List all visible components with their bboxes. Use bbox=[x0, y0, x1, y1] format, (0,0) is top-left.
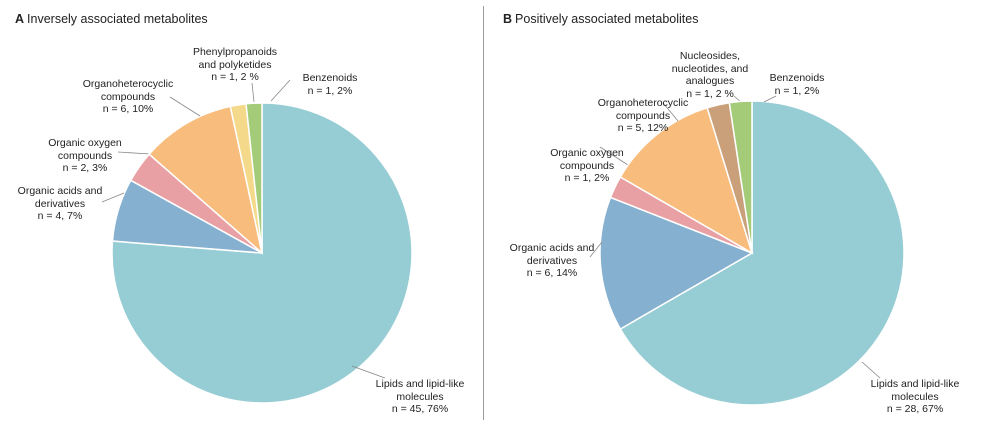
slice-label-line: compounds bbox=[615, 109, 671, 122]
leader-line bbox=[351, 365, 386, 379]
panel-a-letter: A bbox=[15, 12, 25, 26]
slice-label: Organic acids and derivatives n = 6, 14% bbox=[510, 242, 595, 280]
slice-label-line: Phenylpropanoids bbox=[192, 46, 278, 58]
pie-slice-benzenoids bbox=[245, 102, 263, 254]
slice-label-line: n = 1, 2 % bbox=[686, 87, 734, 100]
slice-label-line: n = 4, 7% bbox=[37, 210, 83, 223]
panel-divider bbox=[483, 6, 484, 420]
slice-label-line: molecules bbox=[396, 390, 444, 403]
slice-label-line: Organic oxygen bbox=[550, 147, 624, 159]
slice-label-line: Organoheterocyclic bbox=[597, 97, 689, 109]
panel-a-title: A Inversely associated metabolites bbox=[15, 12, 208, 26]
panel-b-title: B Positively associated metabolites bbox=[503, 12, 698, 26]
leader-line bbox=[763, 95, 777, 103]
slice-label-line: Organic acids and bbox=[509, 242, 595, 254]
slice-label-line: molecules bbox=[891, 390, 939, 403]
slice-label-line: Lipids and lipid-like bbox=[375, 378, 465, 390]
pie-slice-organoheterocyclic-compounds bbox=[619, 106, 754, 255]
slice-label-line: Lipids and lipid-like bbox=[870, 378, 960, 390]
leader-line bbox=[589, 241, 603, 258]
panel-b-letter: B bbox=[503, 12, 513, 26]
panel-a-title-text: Inversely associated metabolites bbox=[27, 12, 208, 26]
leader-line bbox=[662, 102, 679, 122]
slice-label: Organoheterocyclic compounds n = 6, 10% bbox=[83, 78, 173, 116]
pie-slice-lipids-and-lipid-like-molecules bbox=[111, 102, 413, 404]
leader-line bbox=[599, 146, 629, 166]
slice-label-line: compounds bbox=[559, 159, 615, 172]
slice-label: Nucleosides, nucleotides, and analogues n =… bbox=[672, 50, 748, 100]
slice-label-line: n = 2, 3% bbox=[62, 162, 108, 175]
pie-slice-benzenoids bbox=[728, 100, 753, 254]
leader-line bbox=[169, 96, 201, 117]
leader-line bbox=[251, 82, 255, 103]
slice-label-line: Benzenoids bbox=[769, 72, 825, 84]
slice-label-line: n = 5, 12% bbox=[617, 122, 669, 135]
slice-label-line: n = 1, 2% bbox=[307, 84, 353, 97]
slice-label-line: n = 1, 2 % bbox=[211, 71, 259, 84]
slice-label-line: derivatives bbox=[34, 197, 86, 210]
slice-label-line: n = 1, 2% bbox=[774, 84, 820, 97]
slice-label: Lipids and lipid-like molecules n = 28, 67… bbox=[871, 378, 960, 416]
slice-label-line: compounds bbox=[100, 90, 156, 103]
slice-label-line: compounds bbox=[57, 149, 113, 162]
slice-label-line: derivatives bbox=[526, 254, 578, 267]
leader-line bbox=[101, 192, 125, 203]
leader-line bbox=[117, 151, 151, 155]
slice-label: Organic oxygen compounds n = 1, 2% bbox=[550, 147, 624, 185]
slice-label-line: n = 1, 2% bbox=[564, 172, 610, 185]
slice-label-line: n = 6, 10% bbox=[102, 103, 154, 116]
slice-label: Organic acids and derivatives n = 4, 7% bbox=[18, 185, 103, 223]
leader-line bbox=[861, 361, 881, 379]
pie-slice-organoheterocyclic-compounds bbox=[148, 105, 264, 256]
slice-label-line: Organic acids and bbox=[17, 185, 103, 197]
slice-label-line: n = 45, 76% bbox=[391, 403, 449, 416]
slice-label-line: Organic oxygen bbox=[48, 137, 122, 149]
slice-label-line: Organoheterocyclic bbox=[82, 78, 174, 90]
slice-label-line: n = 28, 67% bbox=[886, 403, 944, 416]
slice-label-line: n = 6, 14% bbox=[526, 267, 578, 280]
slice-label-line: Nucleosides, bbox=[679, 50, 741, 62]
slice-label: Benzenoids n = 1, 2% bbox=[770, 72, 825, 97]
slice-label: Lipids and lipid-like molecules n = 45, 76… bbox=[376, 378, 465, 416]
pie-slice-organic-acids-and-derivatives bbox=[599, 196, 754, 331]
slice-label: Organoheterocyclic compounds n = 5, 12% bbox=[598, 97, 688, 135]
slice-label-line: nucleotides, and bbox=[671, 62, 749, 75]
slice-label-line: analogues bbox=[685, 75, 735, 88]
slice-label: Benzenoids n = 1, 2% bbox=[303, 72, 358, 97]
slice-label-line: and polyketides bbox=[198, 58, 272, 71]
panel-b-title-text: Positively associated metabolites bbox=[515, 12, 699, 26]
slice-label-line: Benzenoids bbox=[302, 72, 358, 84]
leader-line bbox=[270, 79, 291, 102]
slice-label: Phenylpropanoids and polyketides n = 1, 2 … bbox=[193, 46, 277, 84]
pie-slice-lipids-and-lipid-like-molecules bbox=[619, 100, 905, 406]
slice-label: Organic oxygen compounds n = 2, 3% bbox=[48, 137, 122, 175]
